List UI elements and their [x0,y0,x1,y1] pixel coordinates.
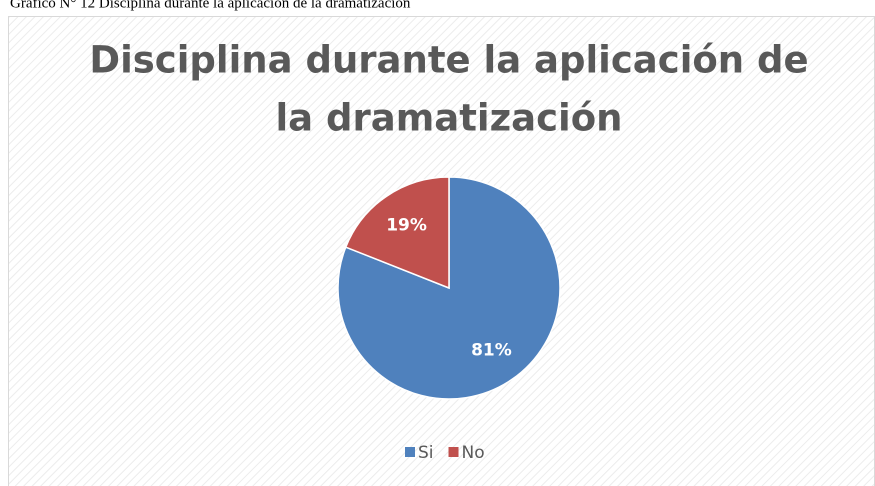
caption: Gráfico N° 12 Disciplina durante la apli… [10,0,411,11]
data-label: 19% [386,216,427,236]
legend-swatch [405,447,415,457]
chart-title: la dramatización [275,97,622,140]
legend-label: No [462,443,485,463]
chart-title: Disciplina durante la aplicación de [89,39,808,82]
legend-swatch [448,447,459,457]
legend-label: Si [418,443,434,463]
data-label: 81% [471,340,512,360]
pie-slice [344,176,450,290]
